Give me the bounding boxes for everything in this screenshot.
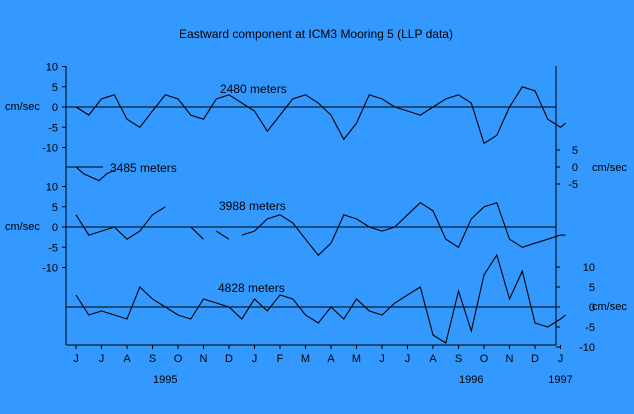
y-tick-label: -5: [48, 122, 58, 134]
y-tick-label: 5: [52, 202, 58, 214]
y-tick-label: 10: [46, 62, 58, 74]
plot-frame: [65, 66, 557, 346]
x-tick-label: A: [123, 353, 131, 365]
x-tick-label: O: [480, 353, 489, 365]
x-tick-label: O: [174, 353, 183, 365]
units-label: cm/sec: [592, 301, 627, 313]
x-tick-label: J: [252, 353, 258, 365]
y-tick-label: -10: [579, 342, 595, 354]
units-label: cm/sec: [5, 101, 40, 113]
units-label: cm/sec: [592, 162, 627, 174]
chart-title: Eastward component at ICM3 Mooring 5 (LL…: [179, 27, 453, 41]
panel-4: 10 5 0 -5 -10 cm/sec 4828 meters: [66, 253, 627, 354]
y-tick-label: -5: [568, 179, 578, 191]
y-tick-label: 0: [572, 162, 578, 174]
x-tick-label: S: [455, 353, 462, 365]
panel-2: 5 0 -5 cm/sec 3485 meters: [66, 145, 627, 191]
x-tick-label: J: [73, 353, 79, 365]
panel-3: 10 5 0 -5 -10 cm/sec 3988 meters: [5, 182, 566, 275]
x-tick-label: J: [379, 353, 385, 365]
x-tick-label: S: [149, 353, 156, 365]
y-tick-label: 0: [52, 102, 58, 114]
x-tick-label: M: [301, 353, 310, 365]
series-line: [75, 253, 566, 344]
x-tick-label: J: [99, 353, 105, 365]
series-line: [75, 166, 115, 182]
y-tick-label: 5: [589, 282, 595, 294]
y-tick-label: 5: [52, 82, 58, 94]
panel-1: 10 5 0 -5 -10 cm/sec 2480 meters: [5, 62, 566, 155]
x-tick-label: J: [405, 353, 411, 365]
y-tick-label: -10: [42, 143, 58, 155]
x-tick-label: A: [429, 353, 437, 365]
y-tick-label: -5: [585, 322, 595, 334]
year-label: 1997: [548, 374, 572, 386]
x-tick-label: M: [352, 353, 361, 365]
x-tick-label: N: [200, 353, 208, 365]
year-label: 1995: [153, 374, 177, 386]
x-axis: J J A S O N D J F M A M J J A S O N D J 1995 1996 1997: [73, 345, 573, 386]
x-tick-label: N: [506, 353, 514, 365]
series-label: 3485 meters: [110, 161, 177, 175]
series-label: 3988 meters: [219, 199, 286, 213]
x-tick-label: D: [531, 353, 539, 365]
x-tick-label: D: [225, 353, 233, 365]
y-tick-label: 0: [52, 222, 58, 234]
series-line: [75, 86, 566, 145]
y-tick-label: -5: [48, 242, 58, 254]
y-tick-label: 5: [572, 145, 578, 157]
x-tick-label: F: [277, 353, 284, 365]
series-label: 4828 meters: [218, 281, 285, 295]
y-tick-label: 10: [583, 262, 595, 274]
panels: 10 5 0 -5 -10 cm/sec 2480 meters 5 0 -5 cm/sec 3485…: [5, 62, 627, 355]
series-label: 2480 meters: [220, 82, 287, 96]
y-tick-label: -10: [42, 263, 58, 275]
x-tick-label: A: [327, 353, 335, 365]
year-label: 1996: [459, 374, 483, 386]
y-tick-label: 0: [589, 302, 595, 314]
units-label: cm/sec: [5, 221, 40, 233]
series-line: [75, 202, 566, 257]
y-tick-label: 10: [46, 182, 58, 194]
x-tick-label: J: [558, 353, 564, 365]
